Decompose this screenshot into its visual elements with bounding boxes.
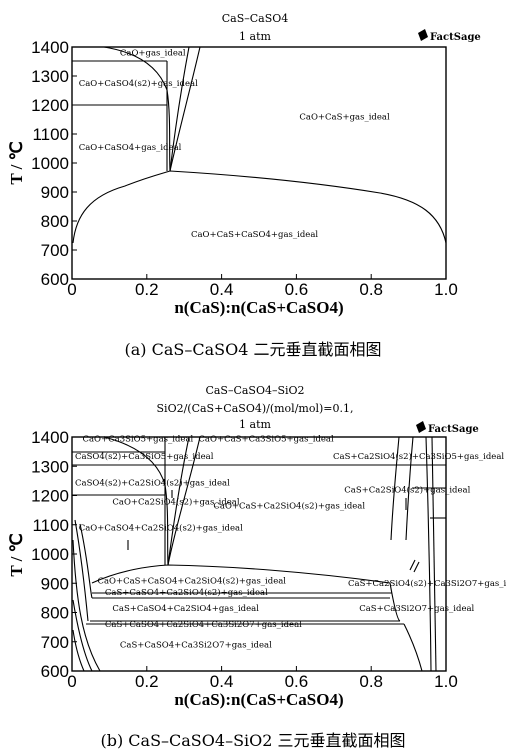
y-tick-label-600: 600 [41, 270, 69, 289]
region-label: CaS+Ca2SiO4(s2)+Ca3SiO5+gas_ideal [333, 451, 504, 462]
diagram-b-ylabel: T / ℃ [7, 533, 26, 576]
y-tick-label-700: 700 [41, 633, 69, 652]
region-label: CaSO4(s2)+Ca2SiO4(s2)+gas_ideal [75, 477, 230, 488]
region-label: CaS+CaSO4+Ca2SiO4+Ca3Si2O7+gas_ideal [105, 620, 302, 630]
y-tick-label-1000: 1000 [31, 545, 69, 564]
factsage-logo-a: FactSage [418, 29, 481, 43]
phase-diagram-a: CaS–CaSO4 1 atm FactSage CaO+gas_idealCa… [7, 12, 481, 359]
region-label: CaO+CaSO4+Ca2SiO4(s2)+gas_ideal [79, 523, 243, 534]
region-label: CaS+Ca3Si2O7+gas_ideal [359, 604, 474, 614]
y-tick-label-1100: 1100 [32, 516, 69, 535]
region-label: CaS+CaSO4+Ca2SiO4+gas_ideal [112, 604, 259, 614]
diagram-a-boundaries [72, 46, 447, 244]
boundary-b-tick-5 [413, 561, 420, 573]
boundary-b-right-upper-2 [405, 436, 414, 541]
region-label: CaS+CaSO4+Ca3Si2O7+gas_ideal [120, 641, 272, 651]
y-tick-label-900: 900 [41, 183, 69, 202]
region-label: CaS+CaSO4+Ca2SiO4(s2)+gas_ideal [105, 587, 268, 598]
boundary-b-cas-upper [167, 436, 190, 566]
y-tick-label-1200: 1200 [31, 487, 69, 506]
diagram-b-pressure: 1 atm [239, 418, 271, 431]
y-tick-label-700: 700 [41, 241, 69, 260]
diagram-b-frame [71, 436, 447, 672]
y-tick-label-1400: 1400 [31, 38, 69, 57]
region-label: CaO+CaS+Ca2SiO4(s2)+gas_ideal [213, 501, 365, 512]
diagram-a-region-labels: CaO+gas_ideal CaO+CaSO4(s2)+gas_ideal CaO+… [79, 49, 390, 240]
diagram-b-title: CaS–CaSO4–SiO2 [205, 384, 304, 397]
phase-diagram-b: CaS–CaSO4–SiO2 SiO2/(CaS+CaSO4)/(mol/mol… [7, 384, 506, 750]
boundary-b-left-2 [79, 523, 93, 599]
boundary-b-left-5 [72, 629, 85, 672]
region-label: CaO+CaSO4+gas_ideal [79, 143, 182, 153]
x-tick-label-0.8: 0.8 [359, 672, 383, 691]
region-label: CaO+CaS+Ca3SiO5+gas_ideal [198, 434, 334, 444]
diagram-a-title: CaS–CaSO4 [222, 12, 289, 25]
diagram-b-ticks: 0 0.2 0.4 0.6 0.8 1.0 600 700 800 900 1000 1100 1200… [31, 428, 458, 691]
boundary-a-cas-upper [169, 46, 190, 172]
y-tick-label-1100: 1100 [32, 125, 69, 144]
diagram-a-caption: (a) CaS–CaSO4 二元垂直截面相图 [125, 340, 382, 359]
boundary-b-tick-4 [409, 559, 416, 571]
x-tick-label-1.0: 1.0 [434, 672, 458, 691]
region-label: CaO+gas_ideal [120, 49, 186, 59]
boundary-b-right-low-2 [403, 623, 423, 672]
boundary-a-cao-cas [169, 46, 201, 172]
y-tick-label-1300: 1300 [31, 67, 69, 86]
factsage-logo-b-text: FactSage [428, 424, 479, 435]
region-label: CaSO4(s2)+Ca3SiO5+gas_ideal [75, 451, 214, 462]
boundary-b-left-4 [72, 599, 93, 672]
boundary-a-liquidus-upper [103, 46, 171, 172]
diagram-a-ticks: 0 0.2 0.4 0.6 0.8 1.0 600 700 800 900 1000 1100 1200… [31, 38, 458, 299]
diagram-b-caption: (b) CaS–CaSO4–SiO2 三元垂直截面相图 [100, 731, 405, 750]
boundary-a-solidus [72, 170, 447, 244]
y-tick-label-1000: 1000 [31, 154, 69, 173]
diagram-a-pressure: 1 atm [239, 30, 271, 43]
boundary-b-dome [91, 564, 391, 584]
x-tick-label-0.2: 0.2 [135, 672, 159, 691]
diagram-a-ylabel: T / ℃ [7, 141, 26, 184]
y-tick-label-1400: 1400 [31, 428, 69, 447]
region-label: CaO+CaS+CaSO4+Ca2SiO4(s2)+gas_ideal [97, 575, 286, 586]
x-tick-label-1.0: 1.0 [434, 280, 458, 299]
y-tick-label-800: 800 [41, 212, 69, 231]
y-tick-label-900: 900 [41, 574, 69, 593]
x-tick-label-0.8: 0.8 [359, 280, 383, 299]
y-tick-label-600: 600 [41, 662, 69, 681]
x-tick-label-0.4: 0.4 [210, 672, 234, 691]
x-tick-label-0.4: 0.4 [210, 280, 234, 299]
region-label: CaO+Ca3SiO5+gas_ideal [82, 434, 193, 444]
region-label: CaS+Ca2SiO4(s2)+Ca3Si2O7+gas_ideal [348, 578, 506, 589]
boundary-b-right-upper-1 [390, 436, 400, 541]
y-tick-label-800: 800 [41, 604, 69, 623]
region-label: CaS+Ca2SiO4(s2)+gas_ideal [344, 485, 470, 496]
x-tick-label-0.2: 0.2 [135, 280, 159, 299]
x-tick-label-0.6: 0.6 [285, 672, 309, 691]
y-tick-label-1200: 1200 [31, 96, 69, 115]
region-label: CaO+CaS+CaSO4+gas_ideal [191, 230, 318, 240]
boundary-b-left-3 [72, 539, 101, 672]
region-label: CaO+CaS+gas_ideal [299, 113, 390, 123]
factsage-logo-b: FactSage [416, 421, 479, 435]
region-label: CaO+CaSO4(s2)+gas_ideal [79, 78, 198, 89]
factsage-logo-a-text: FactSage [430, 32, 481, 43]
diagram-b-boundaries [72, 436, 446, 672]
y-tick-label-1300: 1300 [31, 457, 69, 476]
boundary-b-liquidus [103, 436, 169, 566]
diagram-b-xlabel: n(CaS):n(CaS+CaSO4) [174, 690, 343, 709]
diagram-b-region-labels: CaO+Ca3SiO5+gas_ideal CaO+CaS+Ca3SiO5+gas… [75, 434, 506, 650]
boundary-b-cao-cas [167, 436, 201, 566]
boundary-b-left-1 [74, 519, 89, 622]
boundary-b-right-edge-2 [425, 436, 432, 672]
boundary-b-right-edge [431, 436, 437, 672]
x-tick-label-0: 0 [67, 672, 76, 691]
diagram-a-xlabel: n(CaS):n(CaS+CaSO4) [174, 298, 343, 317]
boundary-b-right-low-1 [389, 582, 401, 622]
x-tick-label-0.6: 0.6 [285, 280, 309, 299]
diagram-b-ratio: SiO2/(CaS+CaSO4)/(mol/mol)=0.1, [157, 402, 354, 415]
x-tick-label-0: 0 [67, 280, 76, 299]
region-label: CaO+Ca2SiO4(s2)+gas_ideal [112, 496, 239, 507]
